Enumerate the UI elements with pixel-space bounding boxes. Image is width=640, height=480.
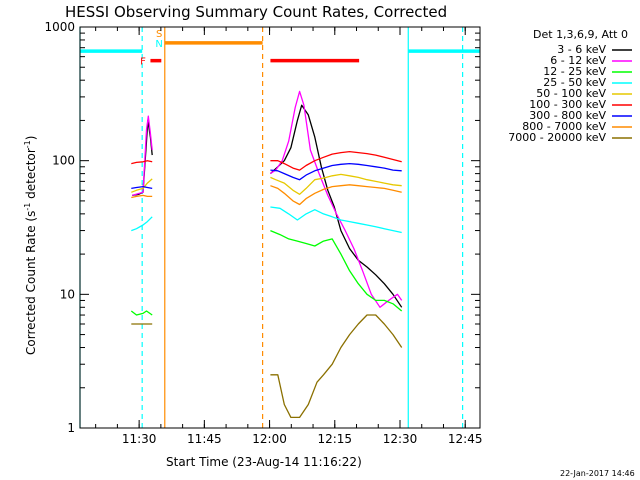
plot-frame [79,26,481,429]
legend-header: Det 1,3,6,9, Att 0 [533,28,628,41]
legend-label-4: 50 - 100 keV [536,87,606,100]
plot-area: SNF [79,27,480,428]
series-3-segment-1 [270,206,402,234]
series-1-segment-1 [270,90,403,308]
series-6-segment-0 [131,185,153,190]
axes: 11:30 11:45 12:00 12:15 12:30 12:45 1 10 100 1000 [44,20,482,446]
series-7-segment-0 [131,194,153,199]
series-7-segment-1 [270,184,402,206]
series-2-segment-1 [270,230,403,312]
legend-label-2: 12 - 25 keV [543,65,606,78]
x-tick-label-3: 12:15 [317,432,352,446]
legend-label-6: 300 - 800 keV [529,109,606,122]
legend-label-0: 3 - 6 keV [557,43,606,56]
series-3-segment-0 [131,216,153,232]
x-tick-label-4: 12:30 [383,432,418,446]
flag-label-0: S [156,29,162,40]
series-4-segment-0 [131,178,153,193]
legend-label-8: 7000 - 20000 keV [508,131,606,144]
x-tick-label-2: 12:00 [252,432,287,446]
x-axis-label: Start Time (23-Aug-14 11:16:22) [166,455,362,469]
chart-title: HESSI Observing Summary Count Rates, Cor… [65,3,447,21]
series-5-segment-0 [131,160,153,165]
y-tick-label-1: 10 [60,287,75,301]
y-axis-label: Corrected Count Rate (s-1 detector-1) [23,136,38,355]
series-4-segment-1 [270,173,402,195]
series-6-segment-1 [270,162,402,181]
footer-date: 22-Jan-2017 14:46 [560,469,635,478]
flag-label-1: N [155,39,162,50]
y-tick-label-3: 1000 [44,20,75,34]
series-5-segment-1 [270,150,402,171]
legend-label-5: 100 - 300 keV [529,98,606,111]
flag-label-3: F [140,57,146,68]
y-tick-label-0: 1 [67,421,75,435]
x-tick-label-0: 11:30 [122,432,157,446]
series-1-segment-0 [132,115,153,197]
legend-label-3: 25 - 50 keV [543,76,606,89]
x-tick-label-5: 12:45 [448,432,483,446]
series-8-segment-1 [270,314,403,419]
legend-label-7: 800 - 7000 keV [522,120,606,133]
y-tick-label-2: 100 [52,154,75,168]
legend-label-1: 6 - 12 keV [550,54,606,67]
series-2-segment-0 [130,310,153,316]
x-tick-label-1: 11:45 [187,432,222,446]
series-0-segment-1 [269,104,403,308]
